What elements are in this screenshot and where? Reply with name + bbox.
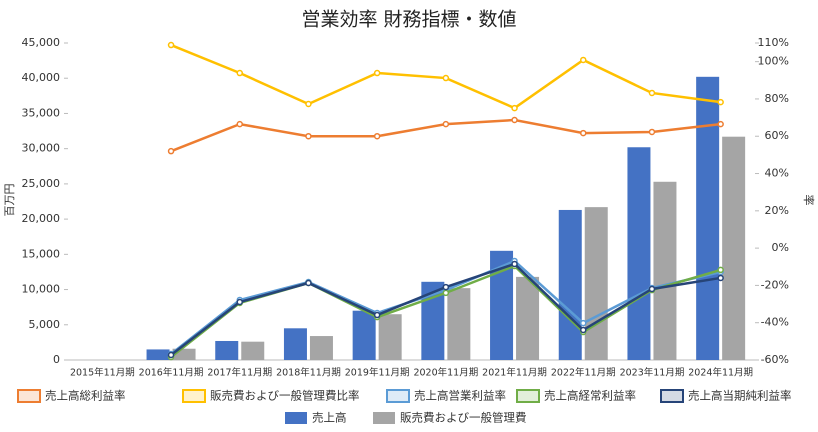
y2-tick-label: 110% <box>758 36 789 49</box>
point <box>580 129 587 137</box>
y-tick-label: 10,000 <box>22 283 61 296</box>
point <box>305 100 312 108</box>
legend-label: 販売費および一般管理費 <box>400 411 527 425</box>
point <box>167 147 175 155</box>
x-tick-label: 2015年11月期 <box>70 367 135 379</box>
y2-tick-label: 60% <box>765 129 789 142</box>
point <box>648 89 656 97</box>
bar <box>309 336 333 360</box>
point <box>648 285 656 293</box>
bar <box>146 349 170 360</box>
x-tick-label: 2024年11月期 <box>688 367 753 379</box>
point <box>511 116 518 124</box>
bar <box>558 209 582 360</box>
x-tick-label: 2022年11月期 <box>551 367 616 379</box>
y-tick-label: 5,000 <box>29 318 61 331</box>
point <box>236 298 243 306</box>
legend-swatch <box>373 412 395 424</box>
bar <box>352 310 376 360</box>
y-tick-label: 35,000 <box>22 106 61 119</box>
y2-tick-label: 20% <box>765 204 789 217</box>
point <box>236 69 243 77</box>
y2-tick-label: 100% <box>758 55 789 68</box>
point <box>717 120 724 128</box>
bar <box>421 281 445 360</box>
y-tick-label: 25,000 <box>22 177 61 190</box>
bar <box>722 136 746 360</box>
x-tick-label: 2016年11月期 <box>139 367 204 379</box>
y2-tick-label: 80% <box>765 92 789 105</box>
bar <box>653 181 677 360</box>
y-tick-label: 40,000 <box>22 71 61 84</box>
legend-swatch <box>660 389 684 403</box>
y2-axis-label: 率 <box>802 195 816 206</box>
point <box>580 326 587 334</box>
bar <box>516 276 540 360</box>
legend-label: 売上高経常利益率 <box>544 389 636 403</box>
x-tick-label: 2020年11月期 <box>413 367 478 379</box>
point <box>717 274 724 282</box>
x-tick-label: 2021年11月期 <box>482 367 547 379</box>
y-tick-label: 0 <box>53 353 60 366</box>
y2-tick-label: -40% <box>761 316 789 329</box>
legend-label: 売上高 <box>312 411 347 425</box>
legend-swatch <box>17 389 41 403</box>
bar <box>172 348 196 360</box>
bar <box>490 250 514 360</box>
legend-label: 売上高当期純利益率 <box>688 389 792 403</box>
legend-label: 販売費および一般管理費比率 <box>210 389 360 403</box>
bar <box>447 288 471 360</box>
y2-tick-label: 40% <box>765 167 789 180</box>
point <box>442 283 450 291</box>
bar <box>378 314 402 360</box>
y-tick-label: 20,000 <box>22 212 61 225</box>
y-tick-label: 30,000 <box>22 142 61 155</box>
point <box>305 279 312 287</box>
point <box>236 120 243 128</box>
legend-swatch <box>516 389 540 403</box>
x-tick-label: 2018年11月期 <box>276 367 341 379</box>
point <box>717 98 724 106</box>
point <box>580 56 587 64</box>
legend-swatch <box>285 412 307 424</box>
bar <box>215 340 239 360</box>
point <box>511 104 518 112</box>
y-axis-label: 百万円 <box>3 184 16 217</box>
point <box>511 260 518 268</box>
legend-label: 売上高総利益率 <box>45 389 126 403</box>
x-tick-label: 2017年11月期 <box>207 367 272 379</box>
point <box>373 311 381 319</box>
legend-label: 売上高営業利益率 <box>414 389 506 403</box>
bar <box>627 147 651 360</box>
point <box>442 74 450 82</box>
y-tick-label: 15,000 <box>22 247 61 260</box>
y2-tick-label: 0% <box>772 241 789 254</box>
point <box>305 132 312 140</box>
legend-swatch <box>182 389 206 403</box>
y2-tick-label: -20% <box>761 278 789 291</box>
legend-swatch <box>386 389 410 403</box>
point <box>373 69 381 77</box>
point <box>167 351 175 359</box>
point <box>442 289 450 297</box>
bar <box>584 207 608 360</box>
y-tick-label: 45,000 <box>22 36 61 49</box>
y2-tick-label: -60% <box>761 353 789 366</box>
point <box>648 128 656 136</box>
chart-title: 営業効率 財務指標・数値 <box>301 9 516 31</box>
point <box>717 266 724 274</box>
point <box>442 120 450 128</box>
bar <box>696 76 720 361</box>
bar <box>283 328 307 360</box>
x-tick-label: 2019年11月期 <box>345 367 410 379</box>
x-tick-label: 2023年11月期 <box>620 367 685 379</box>
bar <box>241 341 265 360</box>
point <box>580 319 587 327</box>
point <box>373 132 381 140</box>
point <box>167 41 175 49</box>
